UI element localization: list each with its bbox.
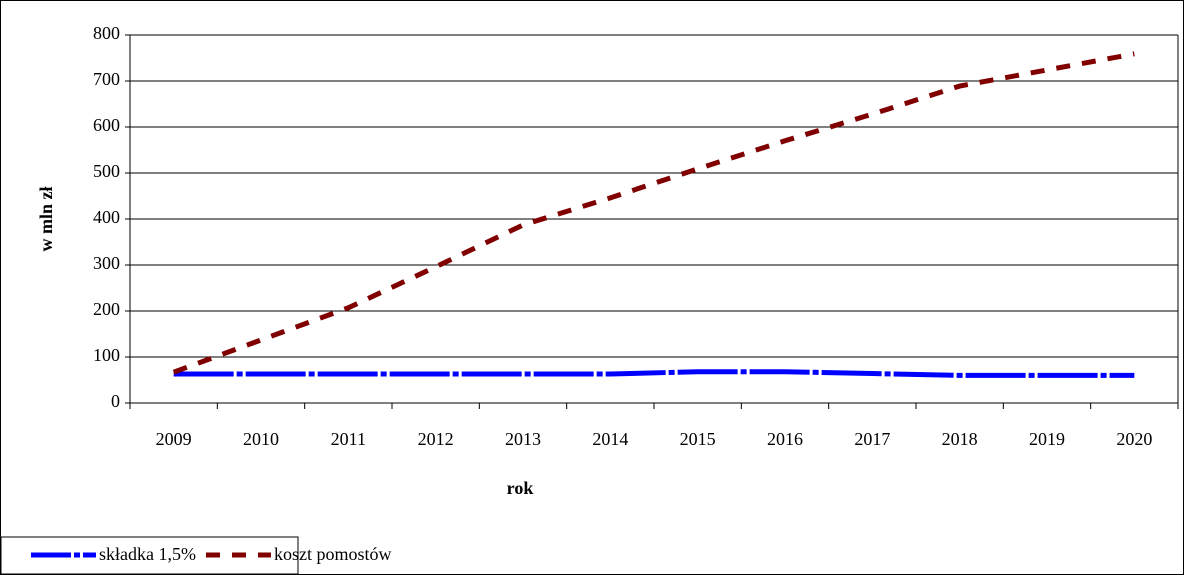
legend-label: składka 1,5% <box>99 544 196 564</box>
y-tick-label: 500 <box>93 161 120 181</box>
x-tick-label: 2017 <box>854 429 890 449</box>
y-tick-label: 700 <box>93 69 120 89</box>
series-line <box>173 369 1135 378</box>
x-tick-label: 2012 <box>418 429 454 449</box>
x-tick-label: 2020 <box>1116 429 1152 449</box>
x-tick-label: 2016 <box>767 429 803 449</box>
y-tick-label: 200 <box>93 299 120 319</box>
y-axis-label: w mln zł <box>36 187 56 252</box>
x-tick-label: 2011 <box>331 429 366 449</box>
y-tick-label: 100 <box>93 345 120 365</box>
legend: składka 1,5% koszt pomostów <box>0 536 392 575</box>
x-tick-label: 2013 <box>505 429 541 449</box>
x-tick-label: 2015 <box>680 429 716 449</box>
x-tick-label: 2009 <box>156 429 192 449</box>
y-tick-label: 0 <box>111 391 120 411</box>
x-tick-label: 2018 <box>942 429 978 449</box>
x-tick-label: 2010 <box>243 429 279 449</box>
y-tick-label: 300 <box>93 253 120 273</box>
x-axis-label: rok <box>507 478 534 498</box>
x-tick-label: 2019 <box>1029 429 1065 449</box>
legend-label: koszt pomostów <box>274 544 392 564</box>
x-tick-label: 2014 <box>592 429 628 449</box>
y-tick-label: 400 <box>93 207 120 227</box>
y-tick-label: 600 <box>93 115 120 135</box>
y-tick-label: 800 <box>93 23 120 43</box>
